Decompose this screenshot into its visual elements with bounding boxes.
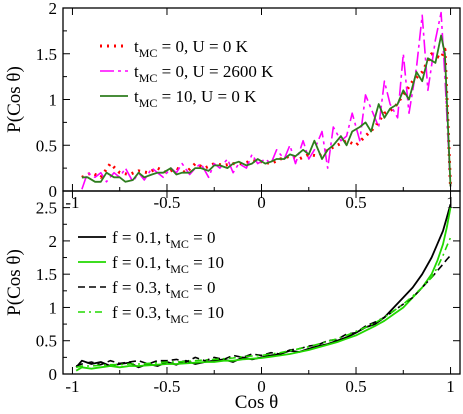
bottom-y-tick-label: 2: [49, 232, 58, 251]
bottom-series-line-0: [75, 204, 452, 369]
top-y-tick-label: 1: [49, 91, 58, 110]
bottom-x-tick-label: 1: [446, 377, 455, 396]
top-series-group: [81, 11, 452, 190]
bottom-y-tick-label: 0.5: [36, 332, 57, 351]
top-y-tick-label: 1.5: [36, 45, 57, 64]
bottom-series-group: [75, 204, 452, 372]
bottom-y-tick-label: 0: [49, 365, 58, 384]
top-x-tick-label: 0.5: [345, 193, 366, 212]
bottom-y-tick-label: 1.5: [36, 265, 57, 284]
top-x-tick-label: 0: [257, 193, 266, 212]
bottom-y-tick-label: 1: [49, 298, 58, 317]
bottom-legend-label-0: f = 0.1, tMC = 0: [112, 228, 216, 251]
bottom-legend-label-2: f = 0.3, tMC = 0: [112, 278, 216, 301]
bottom-series-line-1: [75, 207, 452, 372]
top-x-tick-label: 1: [446, 193, 455, 212]
top-y-tick-label: 2: [49, 0, 58, 18]
bottom-y-tick-label: 2.5: [36, 199, 57, 218]
top-x-tick-label: -0.5: [154, 193, 181, 212]
bottom-legend: f = 0.1, tMC = 0f = 0.1, tMC = 10f = 0.3…: [78, 228, 224, 326]
bottom-panel: -1 -0.5 0 0.5 1 0 0.5 1 1.5 2 2.5 P(Cos θ) Cos θ f = …: [4, 190, 461, 413]
top-y-axis-label: P(Cos θ): [4, 66, 25, 133]
bottom-x-tick-label: -0.5: [154, 377, 181, 396]
bottom-legend-label-3: f = 0.3, tMC = 10: [112, 303, 224, 326]
top-y-tick-label: 0.5: [36, 136, 57, 155]
bottom-y-axis-label: P(Cos θ): [4, 249, 25, 316]
top-panel: -1 -0.5 0 0.5 100.511.52P(Cos θ)tMC = 0, U =…: [4, 0, 461, 212]
bottom-series-line-3: [76, 237, 452, 369]
bottom-series-line-2: [75, 254, 452, 367]
top-series-line-1: [81, 11, 452, 190]
top-legend-label-2: tMC = 10, U = 0 K: [134, 87, 257, 110]
bottom-x-tick-label: -1: [65, 377, 79, 396]
bottom-legend-label-1: f = 0.1, tMC = 10: [112, 253, 224, 276]
top-legend-label-0: tMC = 0, U = 0 K: [134, 37, 249, 60]
bottom-x-tick-label: 0.5: [345, 377, 366, 396]
top-legend-label-1: tMC = 0, U = 2600 K: [134, 62, 274, 85]
bottom-x-axis-label: Cos θ: [235, 392, 278, 413]
bottom-x-tick-label: 0: [257, 377, 266, 396]
top-series-line-2: [81, 34, 452, 187]
top-y-tick-label: 0: [49, 182, 58, 201]
